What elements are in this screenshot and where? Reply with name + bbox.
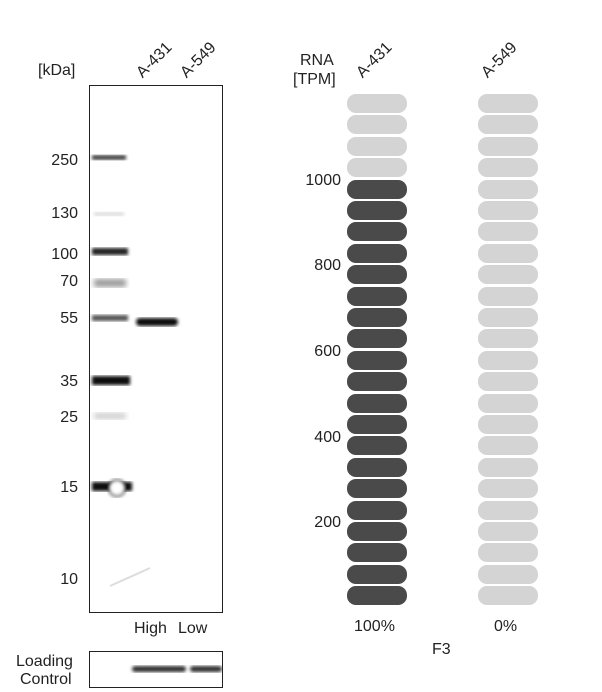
kda-unit-label: [kDa]: [38, 62, 76, 79]
rna-segment-a-549-12: [478, 350, 538, 370]
marker-35: 35: [60, 373, 78, 390]
rna-segment-a-549-15: [478, 286, 538, 306]
western-blot-panel: [89, 85, 223, 613]
gene-name: F3: [432, 641, 451, 658]
loading-control-panel: [89, 651, 223, 688]
rna-segment-a-431-20: [347, 179, 407, 199]
rna-column-a431: [347, 94, 407, 608]
rna-segment-a-549-22: [478, 136, 538, 156]
rna-segment-a-549-11: [478, 372, 538, 392]
marker-100: 100: [51, 246, 78, 263]
rna-column-a549: [478, 94, 538, 608]
rna-segment-a-549-4: [478, 522, 538, 541]
rna-percent-a431: 100%: [354, 618, 395, 635]
rna-tick-800: 800: [314, 257, 341, 274]
marker-250: 250: [51, 152, 78, 169]
marker-130: 130: [51, 205, 78, 222]
loading-control-label-line1: Loading: [16, 653, 73, 670]
rna-segment-a-431-7: [347, 457, 407, 477]
rna-segment-a-549-16: [478, 265, 538, 285]
marker-15: 15: [60, 479, 78, 496]
rna-segment-a-431-9: [347, 415, 407, 434]
rna-segment-a-431-5: [347, 500, 407, 520]
rna-segment-a-431-18: [347, 222, 407, 242]
rna-segment-a-549-21: [478, 158, 538, 178]
rna-segment-a-431-12: [347, 350, 407, 370]
rna-tick-400: 400: [314, 429, 341, 446]
lane-label-a431: A-431: [133, 39, 176, 82]
rna-segment-a-549-8: [478, 436, 538, 456]
rna-segment-a-549-20: [478, 179, 538, 199]
rna-segment-a-549-3: [478, 543, 538, 563]
loading-control-label-line2: Control: [20, 671, 72, 688]
rna-segment-a-431-6: [347, 479, 407, 499]
rna-segment-a-431-10: [347, 393, 407, 413]
rna-tick-600: 600: [314, 343, 341, 360]
rna-segment-a-431-13: [347, 329, 407, 349]
rna-segment-a-549-10: [478, 393, 538, 413]
rna-segment-a-549-6: [478, 479, 538, 499]
rna-segment-a-431-15: [347, 286, 407, 306]
rna-segment-a-549-23: [478, 115, 538, 135]
rna-segment-a-549-17: [478, 243, 538, 263]
rna-segment-a-431-16: [347, 265, 407, 285]
rna-segment-a-549-9: [478, 415, 538, 434]
rna-segment-a-431-23: [347, 115, 407, 135]
rna-cellline-a431: A-431: [353, 39, 396, 82]
rna-segment-a-431-17: [347, 243, 407, 263]
rna-tick-1000: 1000: [305, 172, 341, 189]
marker-70: 70: [60, 273, 78, 290]
rna-segment-a-431-21: [347, 158, 407, 178]
rna-segment-a-431-19: [347, 201, 407, 220]
western-blot-image: [92, 155, 178, 587]
rna-segment-a-431-22: [347, 136, 407, 156]
lane-label-a549: A-549: [177, 39, 220, 82]
rna-segment-a-549-14: [478, 308, 538, 327]
level-label-high: High: [134, 620, 167, 637]
loading-control-image: [132, 666, 222, 672]
rna-axis-title-line1: RNA: [300, 52, 334, 69]
rna-segment-a-431-1: [347, 586, 407, 606]
rna-tick-200: 200: [314, 514, 341, 531]
rna-segment-a-549-24: [478, 94, 538, 113]
rna-segment-a-431-24: [347, 94, 407, 113]
rna-segment-a-431-3: [347, 543, 407, 563]
rna-cellline-a549: A-549: [478, 39, 521, 82]
rna-segment-a-431-8: [347, 436, 407, 456]
rna-segment-a-549-1: [478, 586, 538, 606]
rna-segment-a-549-5: [478, 500, 538, 520]
rna-segment-a-431-4: [347, 522, 407, 541]
marker-55: 55: [60, 310, 78, 327]
rna-segment-a-431-2: [347, 564, 407, 584]
rna-segment-a-549-18: [478, 222, 538, 242]
level-label-low: Low: [178, 620, 208, 637]
marker-10: 10: [60, 571, 78, 588]
rna-segment-a-549-2: [478, 564, 538, 584]
rna-segment-a-549-13: [478, 329, 538, 349]
rna-segment-a-431-14: [347, 308, 407, 327]
rna-axis-title-line2: [TPM]: [293, 71, 336, 88]
rna-segment-a-431-11: [347, 372, 407, 392]
rna-segment-a-549-19: [478, 201, 538, 220]
rna-percent-a549: 0%: [494, 618, 518, 635]
rna-segment-a-549-7: [478, 457, 538, 477]
marker-25: 25: [60, 409, 78, 426]
